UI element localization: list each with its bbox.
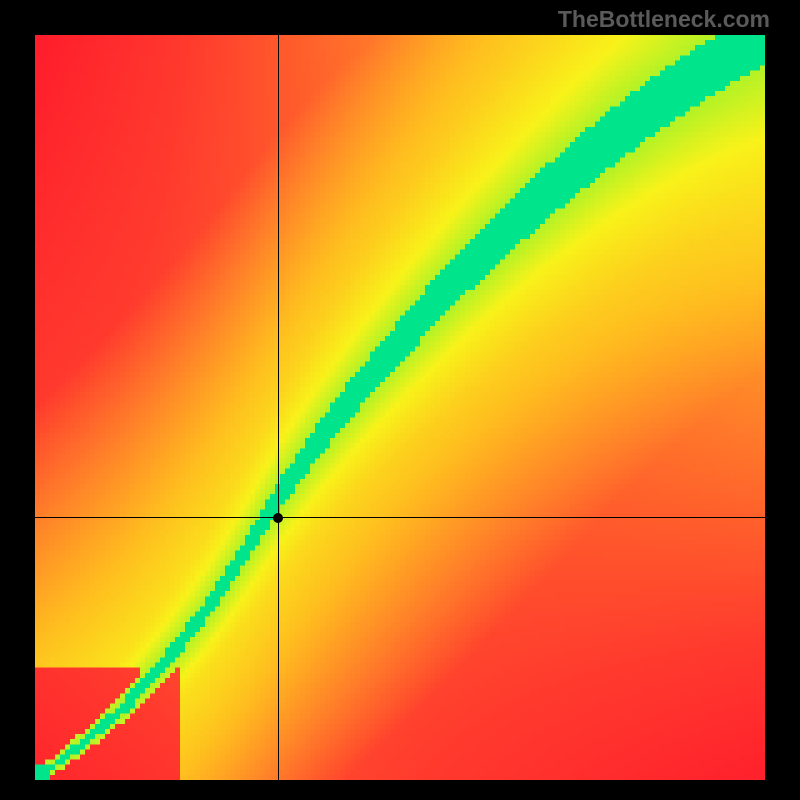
crosshair-horizontal-line [35,517,765,518]
crosshair-marker-dot [273,513,283,523]
bottleneck-heatmap [35,35,765,780]
crosshair-vertical-line [278,35,279,780]
watermark-text: TheBottleneck.com [558,6,770,33]
